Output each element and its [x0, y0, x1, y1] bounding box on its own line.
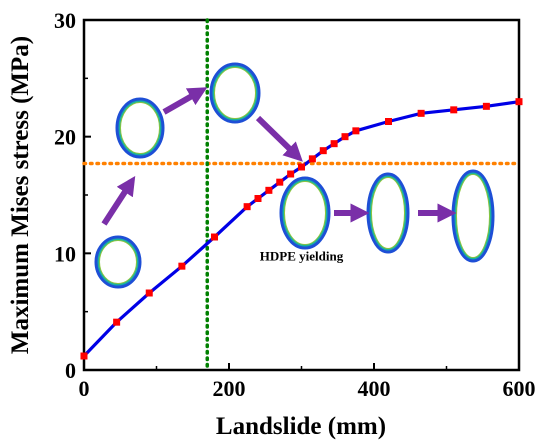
deformed-ring-icon	[279, 176, 331, 250]
data-point	[330, 140, 338, 148]
arrow-icon	[255, 115, 303, 162]
data-point	[145, 289, 153, 297]
axis-ticks: 0 200 400 600 0 10 20 30	[54, 8, 536, 401]
deformed-ring-icon	[94, 235, 142, 289]
data-point	[341, 133, 349, 141]
x-tick-label: 0	[79, 376, 90, 401]
data-series	[80, 98, 523, 360]
x-axis-label: Landslide (mm)	[216, 413, 386, 440]
data-point	[265, 186, 273, 194]
arrow-icon	[101, 175, 136, 226]
x-tick-label: 200	[213, 376, 246, 401]
data-point	[515, 98, 523, 106]
data-point	[450, 106, 458, 114]
data-point	[178, 262, 186, 270]
data-point	[276, 178, 284, 186]
data-point	[352, 127, 360, 135]
deformed-ring-icon	[209, 62, 261, 124]
deformed-ring-icon	[366, 172, 410, 254]
data-point	[243, 203, 251, 211]
data-point	[319, 147, 327, 155]
data-point	[254, 195, 262, 202]
data-point	[113, 318, 121, 326]
arrow-icon	[162, 87, 208, 115]
deformation-arrows	[101, 87, 457, 226]
deformed-ring-icon	[115, 97, 165, 159]
x-tick-label: 600	[503, 376, 536, 401]
data-point	[80, 352, 88, 360]
data-point	[308, 155, 316, 163]
y-tick-label: 0	[65, 358, 76, 383]
data-point	[385, 118, 392, 125]
data-point	[298, 163, 305, 171]
y-axis-label: Maximum Mises stress (MPa)	[7, 36, 34, 354]
data-point	[417, 109, 425, 117]
y-tick-label: 10	[54, 241, 76, 266]
annotation-label: HDPE yielding	[260, 248, 344, 263]
deformed-ring-icon	[451, 169, 495, 263]
annotations: HDPE yielding	[260, 248, 344, 263]
data-point	[482, 102, 490, 110]
data-point	[211, 233, 218, 241]
x-tick-label: 400	[358, 376, 391, 401]
y-tick-label: 20	[54, 125, 76, 150]
y-tick-label: 30	[54, 8, 76, 33]
data-point	[287, 170, 295, 178]
